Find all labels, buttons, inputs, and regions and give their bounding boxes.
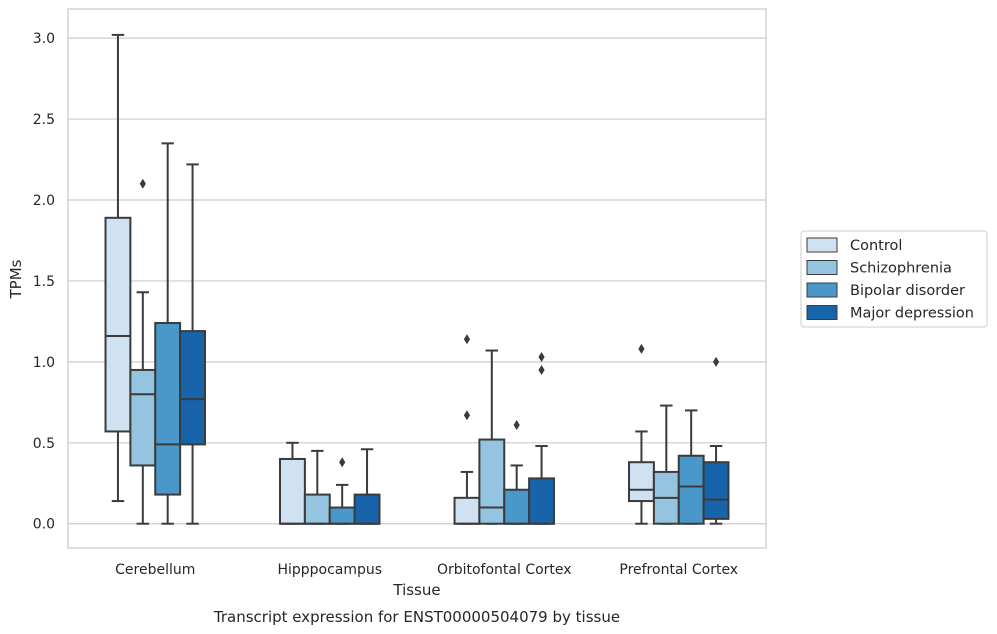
outlier-point xyxy=(463,334,471,345)
outlier-point xyxy=(538,352,545,363)
outlier-point xyxy=(638,343,645,354)
y-tick-label: 0.0 xyxy=(33,517,55,533)
legend: Control Schizophrenia Bipolar disorder Majo… xyxy=(800,230,988,328)
box-body xyxy=(328,506,356,525)
y-tick-label: 1.0 xyxy=(33,355,55,371)
legend-label: Major depression xyxy=(850,306,974,322)
legend-swatch xyxy=(806,260,838,275)
box-body xyxy=(453,496,481,525)
x-tick-label: Prefrontal Cortex xyxy=(619,562,738,578)
plot-background xyxy=(68,9,766,548)
box-body xyxy=(478,438,506,525)
box-body xyxy=(179,330,206,446)
legend-label: Control xyxy=(850,238,902,254)
outlier-point xyxy=(463,410,471,421)
y-axis-label: TPMs xyxy=(7,259,25,299)
plot-frame xyxy=(67,8,767,549)
x-axis-ticks: Cerebellum Hipppocampus Orbitofontal Corte… xyxy=(115,562,738,578)
legend-swatch xyxy=(806,282,838,298)
y-axis-ticks: 0.0 0.5 1.0 1.5 2.0 2.5 3.0 xyxy=(33,31,55,533)
outlier-point xyxy=(538,364,545,375)
box-control xyxy=(628,343,655,525)
box-major-depression xyxy=(528,352,555,525)
x-axis-label: Tissue xyxy=(392,581,440,599)
outlier-point xyxy=(339,457,346,468)
x-tick-label: Hipppocampus xyxy=(277,562,382,578)
box-control xyxy=(453,334,481,525)
box-schizophrenia xyxy=(478,349,506,525)
outlier-point xyxy=(712,356,720,367)
box-body xyxy=(129,368,157,467)
box-major-depression xyxy=(353,448,381,525)
legend-frame xyxy=(800,230,988,328)
outlier-point xyxy=(139,178,146,189)
y-tick-label: 2.5 xyxy=(33,112,55,128)
box-schizophrenia xyxy=(303,449,331,525)
box-body xyxy=(303,493,331,525)
y-tick-label: 1.5 xyxy=(33,274,55,290)
box-major-depression xyxy=(702,356,730,525)
outlier-point xyxy=(513,419,520,430)
box-body xyxy=(154,322,182,496)
box-major-depression xyxy=(179,163,206,525)
y-tick-label: 3.0 xyxy=(33,31,55,47)
box-body xyxy=(279,457,306,525)
box-body xyxy=(702,461,730,520)
box-body xyxy=(104,216,132,433)
box-series xyxy=(104,33,730,525)
x-tick-label: Cerebellum xyxy=(115,562,195,578)
legend-swatch xyxy=(806,237,838,253)
box-control xyxy=(279,441,306,525)
box-control xyxy=(104,33,132,503)
box-body xyxy=(628,461,655,503)
legend-label: Bipolar disorder xyxy=(850,283,965,299)
box-body xyxy=(528,477,555,525)
figure-caption: Transcript expression for ENST0000050407… xyxy=(213,608,620,626)
box-schizophrenia xyxy=(129,178,157,525)
box-body xyxy=(677,454,705,525)
legend-swatch xyxy=(806,305,838,320)
y-tick-label: 0.5 xyxy=(33,436,55,452)
y-tick-label: 2.0 xyxy=(33,193,55,209)
box-bipolar-disorder xyxy=(677,409,705,525)
legend-label: Schizophrenia xyxy=(850,261,952,277)
x-tick-label: Orbitofontal Cortex xyxy=(437,562,572,578)
box-bipolar-disorder xyxy=(328,457,356,525)
box-body xyxy=(503,488,531,525)
box-body xyxy=(353,493,381,525)
